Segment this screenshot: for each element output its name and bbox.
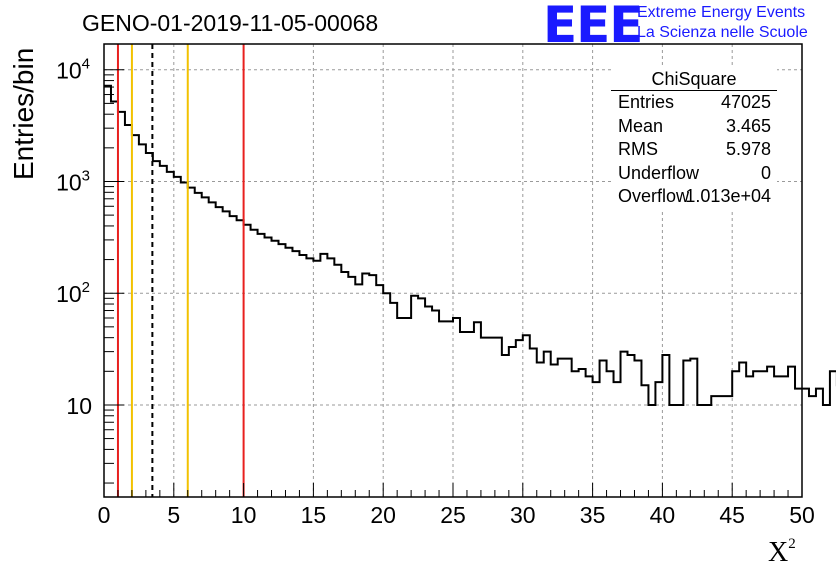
x-tick-label: 25 — [440, 502, 466, 528]
stats-key: Mean — [618, 115, 664, 136]
stats-value: 5.978 — [725, 139, 771, 159]
x-tick-label: 35 — [580, 502, 606, 528]
stats-title: ChiSquare — [611, 68, 777, 91]
y-tick-label: 10 — [66, 393, 92, 419]
stats-key: Overflow — [618, 186, 690, 206]
stats-value: 47025 — [720, 92, 771, 112]
y-tick-label: 102 — [56, 279, 90, 307]
stats-value: 1.013e+04 — [685, 186, 771, 206]
y-tick-exponent: 3 — [82, 167, 90, 184]
stats-row-overflow: Overflow 1.013e+04 — [611, 185, 777, 209]
y-tick-exponent: 2 — [82, 279, 90, 296]
stats-row-rms: RMS 5.978 — [611, 138, 777, 162]
x-tick-label: 15 — [301, 502, 327, 528]
x-tick-label: 10 — [231, 502, 257, 528]
eee-logo: EEE — [543, 0, 643, 54]
x-tick-label: 20 — [370, 502, 396, 528]
stats-row-entries: Entries 47025 — [611, 91, 777, 115]
stats-value: 0 — [760, 162, 771, 183]
x-tick-label: 45 — [719, 502, 745, 528]
stats-box: ChiSquare Entries 47025 Mean 3.465 RMS 5… — [611, 68, 777, 209]
x-tick-label: 30 — [510, 502, 536, 528]
x-tick-label: 50 — [789, 502, 815, 528]
histogram-series — [104, 84, 836, 406]
stats-key: Entries — [618, 92, 675, 112]
plot-title: GENO-01-2019-11-05-00068 — [82, 10, 379, 36]
y-tick-label: 104 — [56, 56, 90, 84]
y-tick-base: 10 — [56, 58, 82, 84]
y-tick-base: 10 — [56, 169, 82, 195]
x-axis-label: X2 — [768, 536, 796, 568]
logo-line-1: Extreme Energy Events — [637, 4, 806, 21]
x-tick-label: 0 — [98, 502, 111, 528]
y-tick-exponent: 4 — [82, 56, 90, 73]
y-tick-base: 10 — [56, 281, 82, 307]
y-axis-label: Entries/bin — [8, 47, 39, 180]
stats-row-underflow: Underflow 0 — [611, 162, 777, 186]
stats-value: 3.465 — [725, 115, 771, 136]
stats-row-mean: Mean 3.465 — [611, 115, 777, 139]
logo-line-2: La Scienza nelle Scuole — [637, 24, 808, 41]
stats-key: RMS — [618, 139, 658, 159]
stats-key: Underflow — [618, 162, 700, 183]
x-tick-label: 40 — [650, 502, 676, 528]
y-tick-base: 10 — [66, 393, 92, 419]
y-tick-label: 103 — [56, 167, 90, 195]
x-tick-label: 5 — [167, 502, 180, 528]
